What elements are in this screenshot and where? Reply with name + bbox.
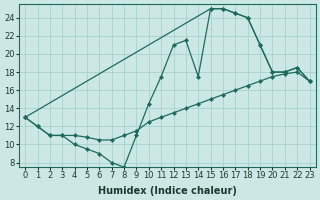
X-axis label: Humidex (Indice chaleur): Humidex (Indice chaleur)	[98, 186, 237, 196]
